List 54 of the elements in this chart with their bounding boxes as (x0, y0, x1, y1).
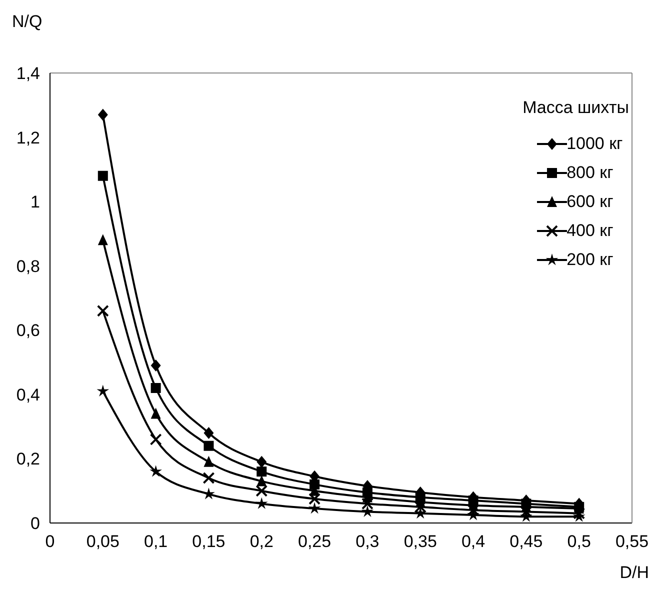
legend-title: Масса шихты (522, 98, 629, 118)
y-axis-title: N/Q (12, 12, 42, 32)
point (310, 479, 320, 490)
point (308, 492, 321, 505)
point (204, 456, 214, 467)
point (96, 384, 110, 396)
legend-label: 800 кг (566, 163, 614, 183)
point (96, 304, 109, 317)
point (98, 234, 108, 246)
y-tick-label: 1 (30, 192, 40, 212)
x-tick-label: 0,25 (298, 532, 332, 551)
y-tick-label: 0,2 (16, 450, 40, 469)
legend-label: 1000 кг (566, 134, 623, 154)
legend-label: 400 кг (566, 221, 614, 241)
y-tick-label: 0,8 (16, 256, 40, 276)
point (573, 507, 586, 520)
point (414, 506, 427, 519)
y-tick-label: 0,6 (16, 321, 40, 340)
x-tick-label: 0,35 (404, 532, 437, 551)
point (361, 498, 374, 510)
point (202, 472, 215, 484)
x-tick-label: 0,55 (615, 532, 649, 551)
point (150, 360, 161, 372)
point (308, 502, 321, 514)
x-tick-label: 0,15 (192, 532, 226, 551)
y-tick-label: 1,4 (16, 64, 40, 83)
x-tick-label: 0,1 (144, 532, 168, 551)
y-tick-label: 0 (30, 514, 40, 533)
x-tick-label: 0,4 (461, 532, 486, 551)
point (204, 440, 214, 451)
point (98, 108, 108, 121)
x-tick-label: 0,3 (356, 532, 380, 551)
x-tick-label: 0,05 (86, 532, 120, 551)
x-tick-label: 0,45 (510, 532, 543, 551)
point (256, 484, 268, 497)
point (98, 170, 108, 181)
y-tick-label: 0,4 (16, 385, 40, 404)
point (255, 497, 268, 509)
point (361, 505, 374, 518)
point (256, 466, 267, 477)
point (150, 465, 162, 477)
y-tick-label: 1,2 (16, 128, 40, 148)
point (150, 383, 161, 393)
point (256, 456, 267, 468)
point (204, 427, 214, 439)
x-tick-label: 0 (45, 532, 55, 551)
point (150, 408, 161, 419)
x-tick-label: 0,2 (250, 532, 274, 551)
x-tick-label: 0,5 (567, 532, 591, 551)
point (256, 475, 267, 486)
x-axis-title: D/H (620, 563, 649, 583)
point (150, 433, 162, 446)
legend-label: 600 кг (566, 192, 614, 212)
legend-label: 200 кг (566, 250, 614, 270)
